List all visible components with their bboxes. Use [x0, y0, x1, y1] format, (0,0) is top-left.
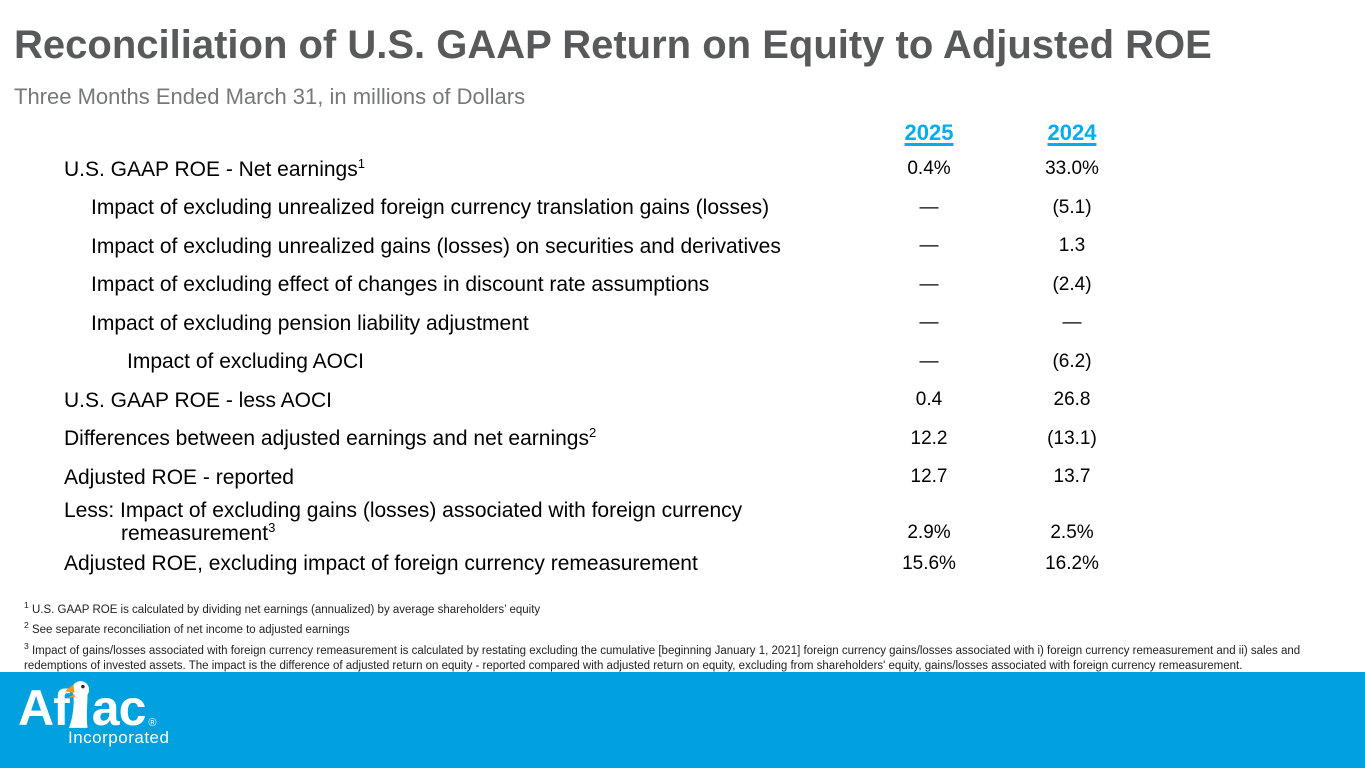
logo-text-ac: ac — [91, 680, 147, 736]
footnote: 3 Impact of gains/losses associated with… — [24, 639, 1337, 675]
table-row: Impact of excluding effect of changes in… — [0, 266, 1145, 305]
aflac-logo: Af ac ® — [18, 678, 157, 736]
row-label-text: Impact of excluding effect of changes in… — [91, 273, 710, 297]
table-row: U.S. GAAP ROE - less AOCI 0.4 26.8 — [0, 381, 1145, 420]
footnote: 1 U.S. GAAP ROE is calculated by dividin… — [24, 598, 1337, 618]
value-2025: 12.7 — [910, 466, 948, 488]
table-row: Less: Impact of excluding gains (losses)… — [0, 497, 1145, 545]
row-label-text: Impact of excluding AOCI — [127, 350, 364, 374]
row-label: U.S. GAAP ROE - Net earnings1 — [64, 155, 859, 181]
table-row: Adjusted ROE, excluding impact of foreig… — [0, 545, 1145, 584]
row-label-text: Adjusted ROE - reported — [64, 465, 294, 489]
row-label-text: Differences between adjusted earnings an… — [64, 427, 589, 451]
footnote-number: 3 — [24, 640, 29, 651]
value-2025: 0.4 — [915, 389, 943, 411]
row-label: Less: Impact of excluding gains (losses)… — [64, 499, 859, 545]
row-label-line2: remeasurement3 — [64, 519, 276, 545]
row-label-text: Impact of excluding unrealized foreign c… — [91, 196, 770, 220]
value-2024: (5.1) — [1052, 196, 1092, 218]
row-label: Impact of excluding unrealized foreign c… — [64, 196, 859, 219]
row-label: Impact of excluding AOCI — [64, 350, 859, 373]
table-row: Adjusted ROE - reported 12.7 13.7 — [0, 458, 1145, 497]
footnote-text: See separate reconciliation of net incom… — [31, 624, 350, 637]
footnote-text: U.S. GAAP ROE is calculated by dividing … — [31, 603, 541, 616]
value-2025: 12.2 — [910, 427, 948, 449]
table-row: Impact of excluding unrealized foreign c… — [0, 189, 1145, 228]
column-header-2025: 2025 — [904, 120, 954, 145]
table-header-row: 2025 2024 — [0, 116, 1145, 150]
row-label: Differences between adjusted earnings an… — [64, 425, 859, 451]
logo-text-af: Af — [18, 680, 70, 736]
row-label-text: Impact of excluding pension liability ad… — [91, 311, 529, 335]
value-2025: — — [919, 196, 939, 218]
value-2025: — — [919, 350, 939, 372]
value-2024: (2.4) — [1052, 273, 1092, 295]
row-label: U.S. GAAP ROE - less AOCI — [64, 389, 859, 412]
footnote-ref: 1 — [357, 155, 365, 171]
row-label-text: remeasurement — [121, 521, 269, 545]
row-label: Impact of excluding pension liability ad… — [64, 312, 859, 335]
incorporated-label: Incorporated — [68, 728, 170, 747]
row-label-text: Impact of excluding unrealized gains (lo… — [91, 234, 781, 258]
footnote-number: 1 — [24, 600, 29, 610]
roe-table: 2025 2024 U.S. GAAP ROE - Net earnings1 … — [0, 116, 1365, 583]
value-2025: — — [919, 235, 939, 257]
row-label: Impact of excluding unrealized gains (lo… — [64, 235, 859, 258]
value-2025: 0.4% — [907, 158, 951, 180]
footer-bar: Af ac ® Incorporated — [0, 672, 1365, 768]
footnote: 2 See separate reconciliation of net inc… — [24, 618, 1337, 638]
value-2025: 2.9% — [907, 521, 951, 543]
page-title: Reconciliation of U.S. GAAP Return on Eq… — [14, 23, 1212, 67]
value-2024: 1.3 — [1058, 235, 1086, 257]
value-2024: 2.5% — [1050, 521, 1094, 543]
row-label: Adjusted ROE - reported — [64, 466, 859, 489]
value-2024: 13.7 — [1053, 466, 1091, 488]
value-2024: 33.0% — [1045, 158, 1099, 180]
page-subtitle: Three Months Ended March 31, in millions… — [14, 84, 526, 109]
table-row: Impact of excluding AOCI — (6.2) — [0, 343, 1145, 382]
value-2024: (6.2) — [1052, 350, 1092, 372]
footnote-ref: 2 — [588, 425, 597, 441]
table-row: Differences between adjusted earnings an… — [0, 420, 1145, 459]
value-2024: — — [1062, 312, 1082, 334]
table-row: Impact of excluding unrealized gains (lo… — [0, 227, 1145, 266]
footnote-text: Impact of gains/losses associated with f… — [24, 644, 1301, 672]
footnotes: 1 U.S. GAAP ROE is calculated by dividin… — [24, 598, 1337, 674]
registered-mark: ® — [148, 717, 157, 729]
row-label: Adjusted ROE, excluding impact of foreig… — [64, 552, 859, 575]
value-2024: 16.2% — [1045, 552, 1099, 574]
row-label: Impact of excluding effect of changes in… — [64, 273, 859, 296]
value-2025: — — [919, 312, 939, 334]
value-2025: 15.6% — [902, 552, 956, 574]
value-2024: (13.1) — [1047, 427, 1097, 449]
footnote-number: 2 — [24, 620, 29, 631]
row-label-text: U.S. GAAP ROE - less AOCI — [64, 388, 333, 412]
table-row: U.S. GAAP ROE - Net earnings1 0.4% 33.0% — [0, 150, 1145, 189]
duck-icon — [64, 681, 89, 728]
footnote-ref: 3 — [268, 519, 276, 535]
value-2024: 26.8 — [1053, 389, 1091, 411]
row-label-text: Less: Impact of excluding gains (losses)… — [64, 498, 743, 522]
table-row: Impact of excluding pension liability ad… — [0, 304, 1145, 343]
value-2025: — — [919, 273, 939, 295]
column-header-2024: 2024 — [1047, 120, 1097, 145]
row-label-text: U.S. GAAP ROE - Net earnings — [64, 157, 358, 181]
row-label-text: Adjusted ROE, excluding impact of foreig… — [64, 552, 698, 576]
